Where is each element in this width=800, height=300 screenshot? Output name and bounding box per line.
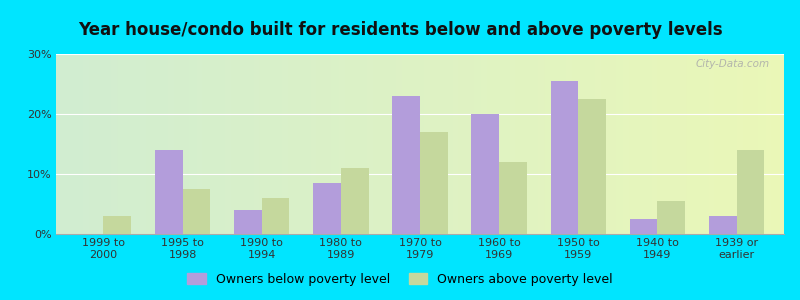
Bar (341, 168, 369, 234)
Bar (709, 216, 737, 234)
Bar (262, 198, 290, 234)
Legend: Owners below poverty level, Owners above poverty level: Owners below poverty level, Owners above… (182, 268, 618, 291)
Bar (420, 132, 448, 234)
Bar (313, 183, 341, 234)
Text: City-Data.com: City-Data.com (695, 59, 770, 69)
Bar (471, 114, 499, 234)
Bar (392, 96, 420, 234)
Bar (234, 210, 262, 234)
Bar (499, 162, 527, 234)
Bar (155, 150, 182, 234)
Bar (578, 99, 606, 234)
Bar (737, 150, 764, 234)
Bar (103, 216, 131, 234)
Text: Year house/condo built for residents below and above poverty levels: Year house/condo built for residents bel… (78, 21, 722, 39)
Bar (658, 201, 685, 234)
Bar (182, 189, 210, 234)
Bar (630, 219, 658, 234)
Bar (550, 81, 578, 234)
